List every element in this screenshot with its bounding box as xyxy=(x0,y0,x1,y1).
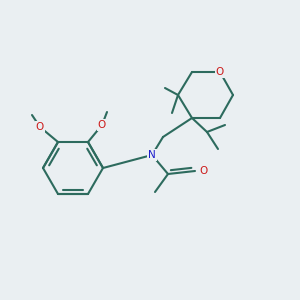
Text: O: O xyxy=(98,120,106,130)
Text: N: N xyxy=(148,150,156,160)
Text: O: O xyxy=(199,166,207,176)
Text: O: O xyxy=(216,67,224,77)
Text: O: O xyxy=(199,166,207,176)
Text: O: O xyxy=(98,120,106,130)
Text: O: O xyxy=(36,122,44,132)
Text: O: O xyxy=(36,122,44,132)
Text: N: N xyxy=(148,150,156,160)
Text: O: O xyxy=(216,67,224,77)
